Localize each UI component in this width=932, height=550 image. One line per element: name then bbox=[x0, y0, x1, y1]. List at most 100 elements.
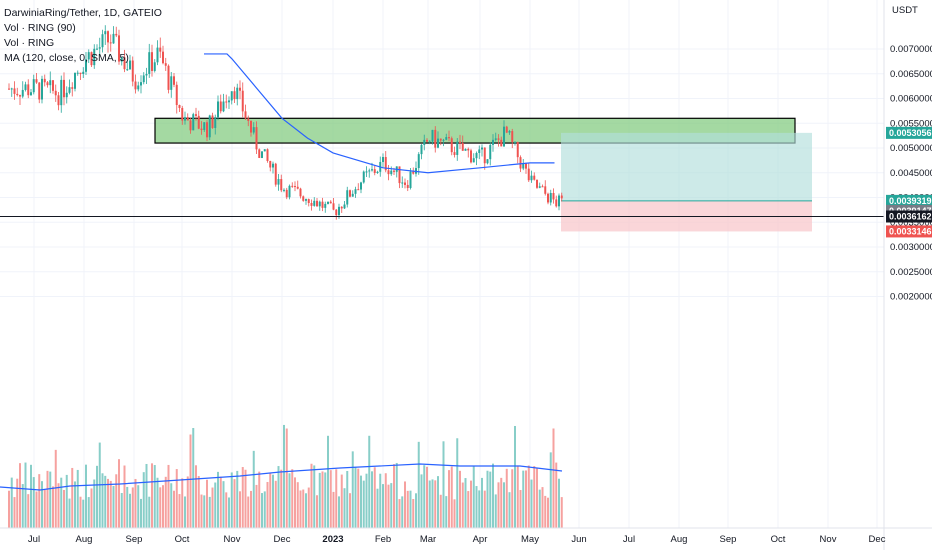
volume-bar bbox=[354, 466, 357, 528]
volume-bar bbox=[74, 481, 76, 528]
volume-bar bbox=[349, 493, 351, 528]
candle-body bbox=[288, 185, 291, 198]
candle-body bbox=[387, 170, 390, 175]
candle-body bbox=[456, 141, 459, 155]
candle-body bbox=[137, 85, 140, 90]
volume-bar bbox=[32, 477, 35, 528]
candle-body bbox=[54, 90, 57, 96]
candle-body bbox=[16, 93, 19, 96]
candle-body bbox=[483, 147, 486, 164]
candle-body bbox=[417, 154, 420, 169]
time-tick-label: Feb bbox=[375, 534, 391, 545]
time-tick-label: Jul bbox=[623, 534, 635, 545]
candle-body bbox=[261, 151, 263, 158]
candle-body bbox=[134, 81, 137, 90]
time-tick-label: Jun bbox=[571, 534, 586, 545]
volume-bar bbox=[489, 471, 492, 528]
volume-bar bbox=[93, 479, 96, 528]
volume-bar bbox=[395, 462, 398, 528]
volume-bar bbox=[324, 472, 327, 528]
volume-bar bbox=[217, 471, 219, 528]
volume-bar bbox=[247, 496, 250, 528]
candle-body bbox=[189, 120, 192, 131]
volume-bar bbox=[186, 476, 189, 528]
candle-body bbox=[85, 59, 87, 72]
indicator-vol[interactable]: Vol · RING bbox=[4, 37, 55, 49]
candle-body bbox=[109, 42, 112, 44]
volume-bar bbox=[151, 463, 153, 528]
volume-bar bbox=[153, 465, 156, 528]
candle-body bbox=[302, 196, 305, 201]
volume-bar bbox=[406, 490, 409, 528]
volume-bar bbox=[511, 469, 514, 528]
volume-bar bbox=[437, 476, 439, 528]
volume-bar bbox=[43, 489, 46, 528]
candle-body bbox=[335, 209, 338, 216]
volume-bar bbox=[10, 477, 13, 528]
volume-bar bbox=[472, 466, 475, 528]
volume-bar bbox=[272, 474, 274, 528]
time-tick-label: Dec bbox=[869, 534, 886, 545]
volume-bar bbox=[299, 490, 302, 528]
candle-body bbox=[181, 107, 184, 121]
volume-bar bbox=[219, 476, 222, 528]
lines bbox=[0, 53, 884, 491]
volume-bar bbox=[241, 467, 244, 528]
candle-body bbox=[32, 79, 35, 93]
volume-bar bbox=[129, 493, 131, 528]
volume-bar bbox=[494, 494, 497, 528]
candle-body bbox=[197, 115, 200, 129]
volume-bar bbox=[137, 485, 140, 528]
candle-body bbox=[24, 84, 27, 90]
candle-body bbox=[310, 203, 313, 206]
candle-body bbox=[384, 157, 387, 171]
candle-body bbox=[98, 47, 101, 49]
candle-body bbox=[530, 175, 533, 181]
volume-bar bbox=[508, 492, 511, 528]
volume-bar bbox=[387, 484, 390, 528]
price-tick-label: 0.0060000 bbox=[890, 94, 932, 105]
candle-body bbox=[13, 88, 16, 94]
candle-body bbox=[461, 143, 464, 151]
indicator-ma[interactable]: MA (120, close, 0, SMA, 5) bbox=[4, 52, 129, 64]
volume-bar bbox=[8, 490, 10, 528]
candle-body bbox=[412, 171, 415, 174]
candle-body bbox=[236, 87, 239, 100]
candle-body bbox=[332, 203, 335, 210]
candle-body bbox=[357, 189, 360, 191]
candle-body bbox=[142, 75, 145, 83]
volume-bar bbox=[401, 496, 404, 528]
candle-body bbox=[244, 111, 247, 119]
volume-bar bbox=[120, 493, 123, 528]
volume-bar bbox=[104, 475, 107, 528]
volume-bar bbox=[390, 483, 393, 528]
candle-body bbox=[547, 193, 549, 203]
candle-body bbox=[79, 72, 82, 75]
volume-bar bbox=[228, 497, 230, 528]
volume-bar bbox=[464, 478, 467, 528]
volume-bar bbox=[417, 441, 420, 528]
candle-body bbox=[431, 129, 434, 142]
candle-body bbox=[184, 117, 186, 121]
volume-bar bbox=[307, 487, 310, 528]
volume-bar bbox=[52, 486, 54, 528]
time-tick-label: Dec bbox=[274, 534, 291, 545]
symbol-title[interactable]: DarwiniaRing/Tether, 1D, GATEIO bbox=[4, 7, 162, 19]
candles bbox=[8, 25, 563, 220]
candle-body bbox=[472, 158, 475, 163]
candle-body bbox=[151, 52, 153, 71]
indicator-vol-90[interactable]: Vol · RING (90) bbox=[4, 22, 76, 34]
candle-body bbox=[406, 184, 409, 188]
candle-body bbox=[508, 131, 511, 133]
volume-bar bbox=[208, 496, 211, 528]
volume-bar bbox=[313, 465, 316, 528]
volume-bar bbox=[244, 469, 247, 528]
price-tag-label: 0.0039319 bbox=[889, 196, 932, 206]
volume-bar bbox=[140, 498, 142, 528]
candle-body bbox=[536, 179, 538, 188]
candle-body bbox=[266, 149, 269, 161]
volume-bar bbox=[384, 473, 387, 528]
volume-bar bbox=[343, 488, 346, 528]
candle-body bbox=[351, 193, 354, 197]
